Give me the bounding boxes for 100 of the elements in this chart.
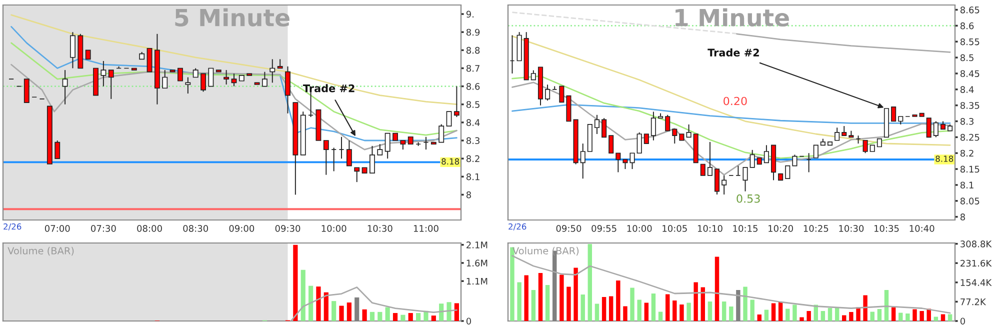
- bar: [566, 286, 571, 321]
- candlestick: [24, 78, 30, 103]
- y-tick-label: 8.6: [466, 83, 480, 90]
- line-series: [512, 36, 951, 146]
- bar: [898, 312, 903, 321]
- bar: [940, 314, 946, 321]
- y-tick-label: 8.1: [960, 182, 974, 189]
- bar: [616, 280, 620, 321]
- bar: [316, 286, 321, 321]
- bar: [362, 309, 367, 321]
- x-tick-label: 10:40: [910, 225, 934, 232]
- candlestick: [262, 71, 268, 87]
- y-tick-label: 8.4: [960, 86, 974, 93]
- bar: [891, 307, 896, 321]
- bar: [408, 313, 413, 321]
- candlestick: [742, 166, 748, 192]
- y-tick-label: 8.5: [960, 54, 974, 62]
- bar: [524, 275, 528, 321]
- bar: [800, 317, 804, 321]
- bar: [378, 312, 382, 321]
- x-tick-label: 09:50: [556, 225, 582, 232]
- y-tick-label: 8.15: [960, 166, 980, 173]
- y-tick-label: 8.05: [960, 198, 980, 204]
- candlestick: [602, 118, 607, 138]
- line-series: [290, 286, 458, 321]
- candlestick: [70, 32, 76, 69]
- candlestick: [438, 124, 444, 143]
- candlestick: [650, 111, 656, 141]
- y-tick-label: 8.55: [960, 38, 980, 46]
- candlestick: [277, 58, 283, 69]
- y-tick-label: 0: [960, 318, 966, 325]
- candlestick: [285, 66, 290, 114]
- bar: [912, 309, 917, 321]
- candlestick: [672, 128, 678, 144]
- chart-title: 5 Minute: [175, 8, 290, 26]
- x-tick-label: 10:25: [804, 225, 828, 232]
- x-tick-label: 11:00: [414, 225, 438, 232]
- bar: [658, 312, 663, 321]
- candlestick: [862, 140, 868, 154]
- bar: [370, 312, 375, 321]
- candlestick: [370, 145, 375, 174]
- bar: [332, 301, 336, 321]
- y-tick-label: 8.45: [960, 70, 980, 78]
- bar: [637, 300, 642, 321]
- candlestick: [714, 168, 720, 196]
- candlestick: [933, 120, 938, 138]
- bar: [786, 308, 790, 321]
- candlestick: [377, 144, 383, 156]
- candlestick: [686, 124, 692, 138]
- y-tick-label: 8.3: [466, 137, 480, 144]
- y-tick-label: 8.35: [960, 102, 980, 109]
- x-tick-label: 10:30: [839, 225, 864, 232]
- bar: [623, 306, 628, 321]
- y-tick-label: 8: [466, 191, 471, 198]
- y-tick-label: 8.5: [466, 101, 480, 108]
- x-tick-label: 09:55: [592, 225, 616, 232]
- candlestick: [722, 174, 727, 196]
- candlestick: [100, 60, 106, 87]
- line-series: [10, 64, 458, 150]
- bar: [545, 285, 550, 321]
- bar: [308, 286, 314, 321]
- y-tick-label: 8.4: [466, 119, 480, 126]
- bar: [700, 287, 706, 321]
- candlestick: [559, 86, 564, 103]
- bar: [729, 306, 734, 321]
- candlestick: [185, 76, 191, 94]
- chart-title: 1 Minute: [676, 8, 789, 26]
- bar: [300, 270, 306, 321]
- line-series: [512, 255, 951, 314]
- annotation: Trade #2: [303, 84, 354, 92]
- y-tick-label: 8.9: [466, 28, 480, 36]
- bar: [920, 311, 924, 321]
- bar: [400, 314, 406, 321]
- y-tick-label: 8.1: [466, 173, 480, 180]
- bar: [694, 282, 698, 321]
- bar: [934, 316, 938, 321]
- bar: [820, 311, 826, 321]
- bar: [686, 302, 691, 321]
- candlestick: [54, 140, 60, 160]
- bar: [948, 314, 952, 321]
- annotation: 0.20: [724, 96, 747, 106]
- candlestick: [891, 106, 896, 122]
- candlestick: [616, 152, 621, 173]
- bar: [580, 294, 585, 321]
- candlestick: [208, 68, 214, 87]
- candlestick: [842, 126, 847, 136]
- text: 2/26: [4, 223, 22, 230]
- candlestick: [813, 144, 818, 158]
- x-tick-label: 07:30: [91, 225, 116, 232]
- bar: [392, 313, 398, 321]
- bar: [431, 316, 436, 321]
- bar: [708, 302, 712, 321]
- bar: [722, 302, 726, 321]
- candlestick: [750, 149, 755, 168]
- candlestick: [231, 73, 237, 87]
- x-tick-label: 09:00: [229, 225, 254, 232]
- bar: [574, 268, 578, 321]
- x-tick-label: 10:15: [733, 225, 758, 232]
- candlestick: [346, 140, 352, 166]
- candlestick: [384, 132, 390, 160]
